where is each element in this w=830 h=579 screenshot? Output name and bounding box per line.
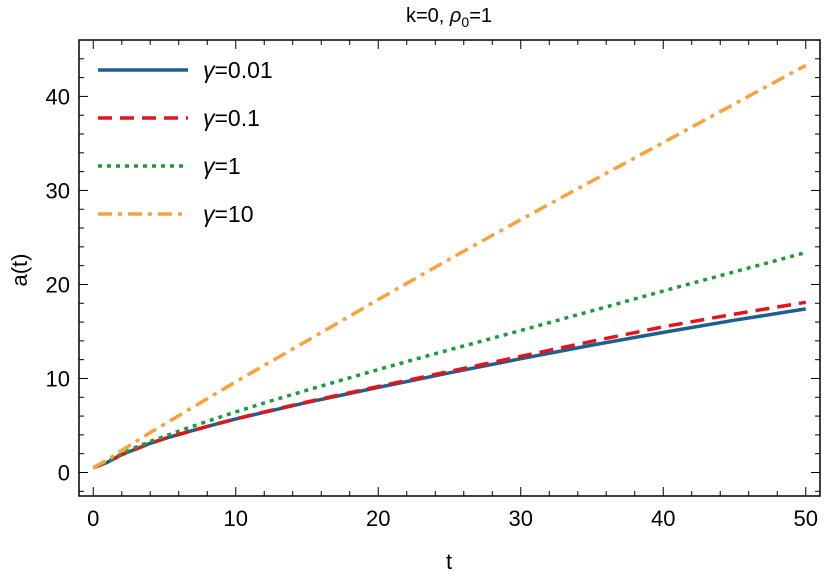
y-tick-label: 0: [58, 460, 70, 485]
x-axis-title: t: [446, 549, 452, 574]
legend-label-2: γ=0.1: [203, 105, 260, 131]
y-tick-label: 20: [46, 272, 70, 297]
x-tick-label: 20: [366, 506, 390, 531]
legend-label-4: γ=10: [203, 201, 254, 227]
x-tick-label: 0: [87, 506, 99, 531]
plot-frame: [78, 39, 821, 497]
chart-title: k=0, ρ0=1: [406, 5, 492, 30]
x-tick-label: 40: [651, 506, 675, 531]
series-line-2: [92, 300, 807, 470]
x-tick-label: 30: [509, 506, 533, 531]
y-tick-label: 40: [46, 84, 70, 109]
series-line-3: [92, 250, 807, 470]
legend-label-3: γ=1: [203, 153, 241, 179]
series-line-1: [92, 307, 807, 470]
legend-label-1: γ=0.01: [203, 57, 273, 83]
x-tick-label: 50: [794, 506, 818, 531]
y-axis-title: a(t): [7, 254, 32, 287]
y-tick-label: 30: [46, 178, 70, 203]
series-line-4: [92, 63, 807, 470]
x-tick-label: 10: [224, 506, 248, 531]
y-tick-label: 10: [46, 366, 70, 391]
